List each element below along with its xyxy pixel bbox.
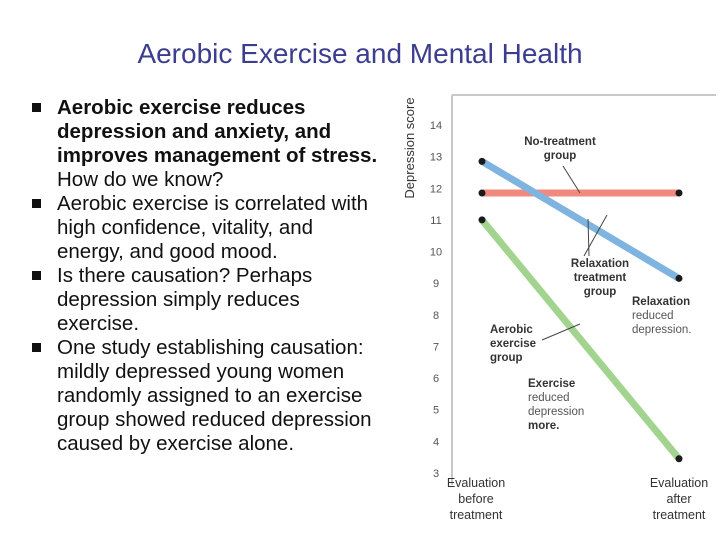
- relaxation-group-label: group: [584, 286, 617, 298]
- data-point: [675, 274, 683, 282]
- bullet-square-icon: [32, 103, 41, 112]
- bullet-square-icon: [32, 199, 41, 208]
- x-category-label: after: [666, 492, 691, 506]
- y-tick-label: 11: [430, 215, 441, 227]
- y-tick-label: 10: [430, 247, 442, 259]
- data-point: [675, 189, 683, 197]
- y-tick-label: 5: [433, 405, 439, 417]
- bullet-item: One study establishing causation: mildly…: [30, 336, 380, 456]
- bullet-text: How do we know?: [57, 168, 224, 191]
- bullet-text: Is there causation? Perhaps depression s…: [57, 264, 313, 335]
- y-axis-label: Depression score: [402, 97, 417, 198]
- no-treatment-label: group: [544, 150, 577, 162]
- y-tick-label: 8: [433, 310, 439, 322]
- bullet-item: Is there causation? Perhaps depression s…: [30, 264, 380, 336]
- y-tick-label: 9: [433, 278, 439, 290]
- y-tick-label: 14: [430, 120, 442, 132]
- x-category-label: treatment: [450, 508, 503, 522]
- data-point: [478, 157, 486, 165]
- relaxation-effect-label: reduced: [632, 310, 674, 322]
- y-tick-label: 12: [430, 183, 442, 195]
- bullet-square-icon: [32, 343, 41, 352]
- aerobic-group-label: exercise: [490, 338, 536, 350]
- relaxation-group-label: treatment: [574, 272, 627, 284]
- bullet-text: One study establishing causation: mildly…: [57, 336, 372, 455]
- y-tick-label: 7: [433, 341, 439, 353]
- series-line: [479, 217, 682, 461]
- no-treatment-label: No-treatment: [524, 136, 596, 148]
- bullet-list: Aerobic exercise reduces depression and …: [30, 96, 380, 456]
- bullet-item: Aerobic exercise is correlated with high…: [30, 192, 380, 264]
- y-tick-label: 4: [433, 436, 439, 448]
- slide-title: Aerobic Exercise and Mental Health: [137, 38, 583, 69]
- x-category-label: Evaluation: [447, 476, 505, 490]
- x-category-label: before: [458, 492, 493, 506]
- bullet-bold-text: Aerobic exercise reduces depression and …: [57, 96, 378, 167]
- bullet-text: Aerobic exercise is correlated with high…: [57, 192, 369, 263]
- relaxation-group-label: Relaxation: [571, 258, 629, 270]
- leader-line: [541, 323, 581, 341]
- y-tick-label: 6: [433, 373, 439, 385]
- data-point: [675, 455, 683, 463]
- relaxation-effect-label: Relaxation: [632, 296, 690, 308]
- bullet-item: Aerobic exercise reduces depression and …: [30, 96, 380, 192]
- depression-chart: Depression score 3 4 5 6 7 8 9 10 11 12 13 14 Evaluat…: [402, 94, 716, 522]
- x-category-label: Evaluation: [650, 476, 708, 490]
- aerobic-group-label: group: [490, 352, 523, 364]
- leader-line: [562, 165, 581, 194]
- y-tick-label: 3: [433, 468, 439, 480]
- data-point: [478, 216, 486, 224]
- exercise-effect-label: Exercise: [528, 378, 575, 390]
- series-line: [480, 158, 681, 282]
- exercise-effect-label: reduced: [528, 392, 570, 404]
- relaxation-effect-label: depression.: [632, 324, 691, 336]
- exercise-effect-label: depression: [528, 406, 584, 418]
- aerobic-group-label: Aerobic: [490, 324, 533, 336]
- leader-line: [587, 218, 590, 257]
- exercise-effect-label: more.: [528, 420, 559, 432]
- leader-line: [583, 214, 608, 257]
- bullet-square-icon: [32, 271, 41, 280]
- y-tick-label: 13: [430, 152, 442, 164]
- data-point: [478, 189, 486, 197]
- x-category-label: treatment: [653, 508, 706, 522]
